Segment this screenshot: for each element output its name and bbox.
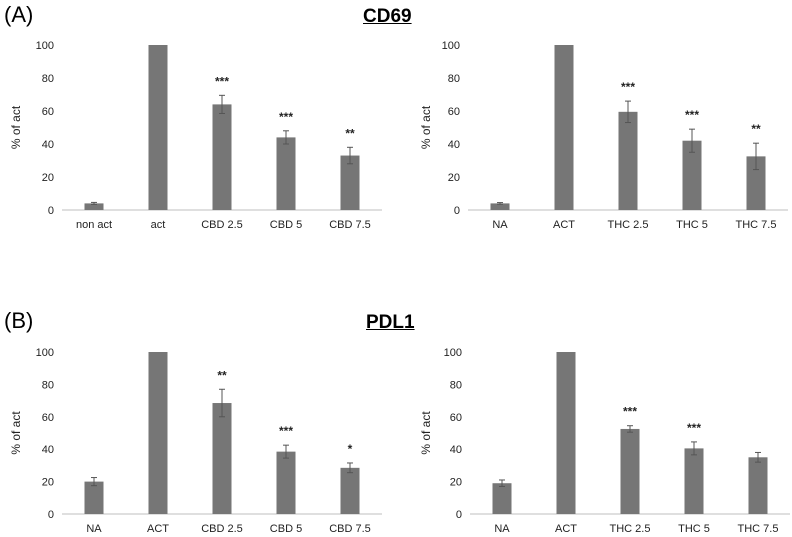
section-title-pdl1: PDL1: [366, 312, 415, 333]
bar: [684, 448, 704, 514]
y-tick-label: 40: [42, 139, 54, 151]
significance-label: **: [217, 368, 227, 382]
x-tick-label: CBD 7.5: [329, 523, 371, 535]
x-tick-label: ACT: [555, 523, 577, 535]
bar: [618, 111, 638, 210]
y-axis-label: % of act: [419, 411, 433, 455]
bar: [492, 483, 512, 514]
y-tick-label: 100: [444, 347, 462, 359]
x-tick-label: CBD 2.5: [201, 523, 243, 535]
bar: [554, 45, 574, 210]
bar: [746, 156, 766, 210]
x-tick-label: CBD 5: [270, 219, 302, 231]
x-tick-label: NA: [492, 219, 508, 231]
bar: [212, 403, 232, 514]
x-tick-label: non act: [76, 219, 112, 231]
pdl1-thc-chart: % of act 0 20 40 60 80 100 NA ACT *** THC 2.5 *** TH…: [419, 347, 790, 535]
significance-label: ***: [279, 110, 293, 124]
x-tick-label: THC 7.5: [736, 219, 777, 231]
y-tick-label: 100: [36, 347, 54, 359]
significance-label: ***: [623, 405, 637, 419]
y-tick-label: 40: [42, 444, 54, 456]
x-tick-label: NA: [494, 523, 510, 535]
section-title-cd69: CD69: [363, 6, 412, 27]
bar: [148, 45, 168, 210]
cd69-cbd-chart: % of act 0 20 40 60 80 100 non act act *** CBD 2.5…: [9, 40, 382, 231]
y-tick-label: 80: [450, 379, 462, 391]
y-tick-label: 40: [450, 444, 462, 456]
bar: [620, 428, 640, 514]
x-tick-label: ACT: [147, 523, 169, 535]
y-tick-label: 100: [36, 40, 54, 52]
x-tick-label: CBD 5: [270, 523, 302, 535]
bar: [748, 457, 768, 514]
x-tick-label: THC 2.5: [610, 523, 651, 535]
significance-label: **: [345, 126, 355, 140]
y-tick-label: 20: [448, 172, 460, 184]
x-tick-label: THC 5: [678, 523, 710, 535]
x-tick-label: ACT: [553, 219, 575, 231]
x-tick-label: act: [151, 219, 166, 231]
panel-letter-b: (B): [4, 308, 34, 333]
y-axis-label: % of act: [419, 105, 433, 149]
y-tick-label: 60: [42, 106, 54, 118]
pdl1-cbd-chart: % of act 0 20 40 60 80 100 NA ACT ** CBD 2.5 *** CBD…: [9, 347, 382, 535]
y-tick-label: 80: [42, 379, 54, 391]
x-tick-label: THC 7.5: [738, 523, 779, 535]
x-tick-label: THC 2.5: [608, 219, 649, 231]
y-tick-label: 60: [450, 412, 462, 424]
significance-label: ***: [215, 74, 229, 88]
significance-label: ***: [279, 424, 293, 438]
x-tick-label: NA: [86, 523, 102, 535]
bar: [276, 137, 296, 210]
y-tick-label: 80: [448, 73, 460, 85]
bar: [212, 104, 232, 210]
bar: [682, 140, 702, 210]
y-tick-label: 20: [450, 477, 462, 489]
bar: [340, 467, 360, 514]
significance-label: ***: [685, 108, 699, 122]
significance-label: *: [348, 442, 353, 456]
x-tick-label: CBD 7.5: [329, 219, 371, 231]
bar: [556, 352, 576, 514]
bar: [84, 481, 104, 514]
y-tick-label: 40: [448, 139, 460, 151]
y-tick-label: 0: [456, 509, 462, 521]
bar: [276, 451, 296, 514]
significance-label: **: [751, 122, 761, 136]
y-tick-label: 60: [42, 412, 54, 424]
y-tick-label: 0: [48, 205, 54, 217]
significance-label: ***: [687, 421, 701, 435]
bar: [84, 203, 104, 210]
y-tick-label: 0: [48, 509, 54, 521]
cd69-thc-chart: % of act 0 20 40 60 80 100 NA ACT *** THC 2.5 *** TH…: [419, 40, 788, 231]
panel-letter-a: (A): [4, 2, 34, 27]
y-tick-label: 0: [454, 205, 460, 217]
y-tick-label: 60: [448, 106, 460, 118]
y-tick-label: 20: [42, 172, 54, 184]
x-tick-label: THC 5: [676, 219, 708, 231]
y-axis-label: % of act: [9, 105, 23, 149]
y-tick-label: 20: [42, 477, 54, 489]
significance-label: ***: [621, 80, 635, 94]
bar: [490, 203, 510, 210]
bar: [148, 352, 168, 514]
x-tick-label: CBD 2.5: [201, 219, 243, 231]
bar: [340, 155, 360, 210]
y-tick-label: 80: [42, 73, 54, 85]
y-tick-label: 100: [442, 40, 460, 52]
y-axis-label: % of act: [9, 411, 23, 455]
